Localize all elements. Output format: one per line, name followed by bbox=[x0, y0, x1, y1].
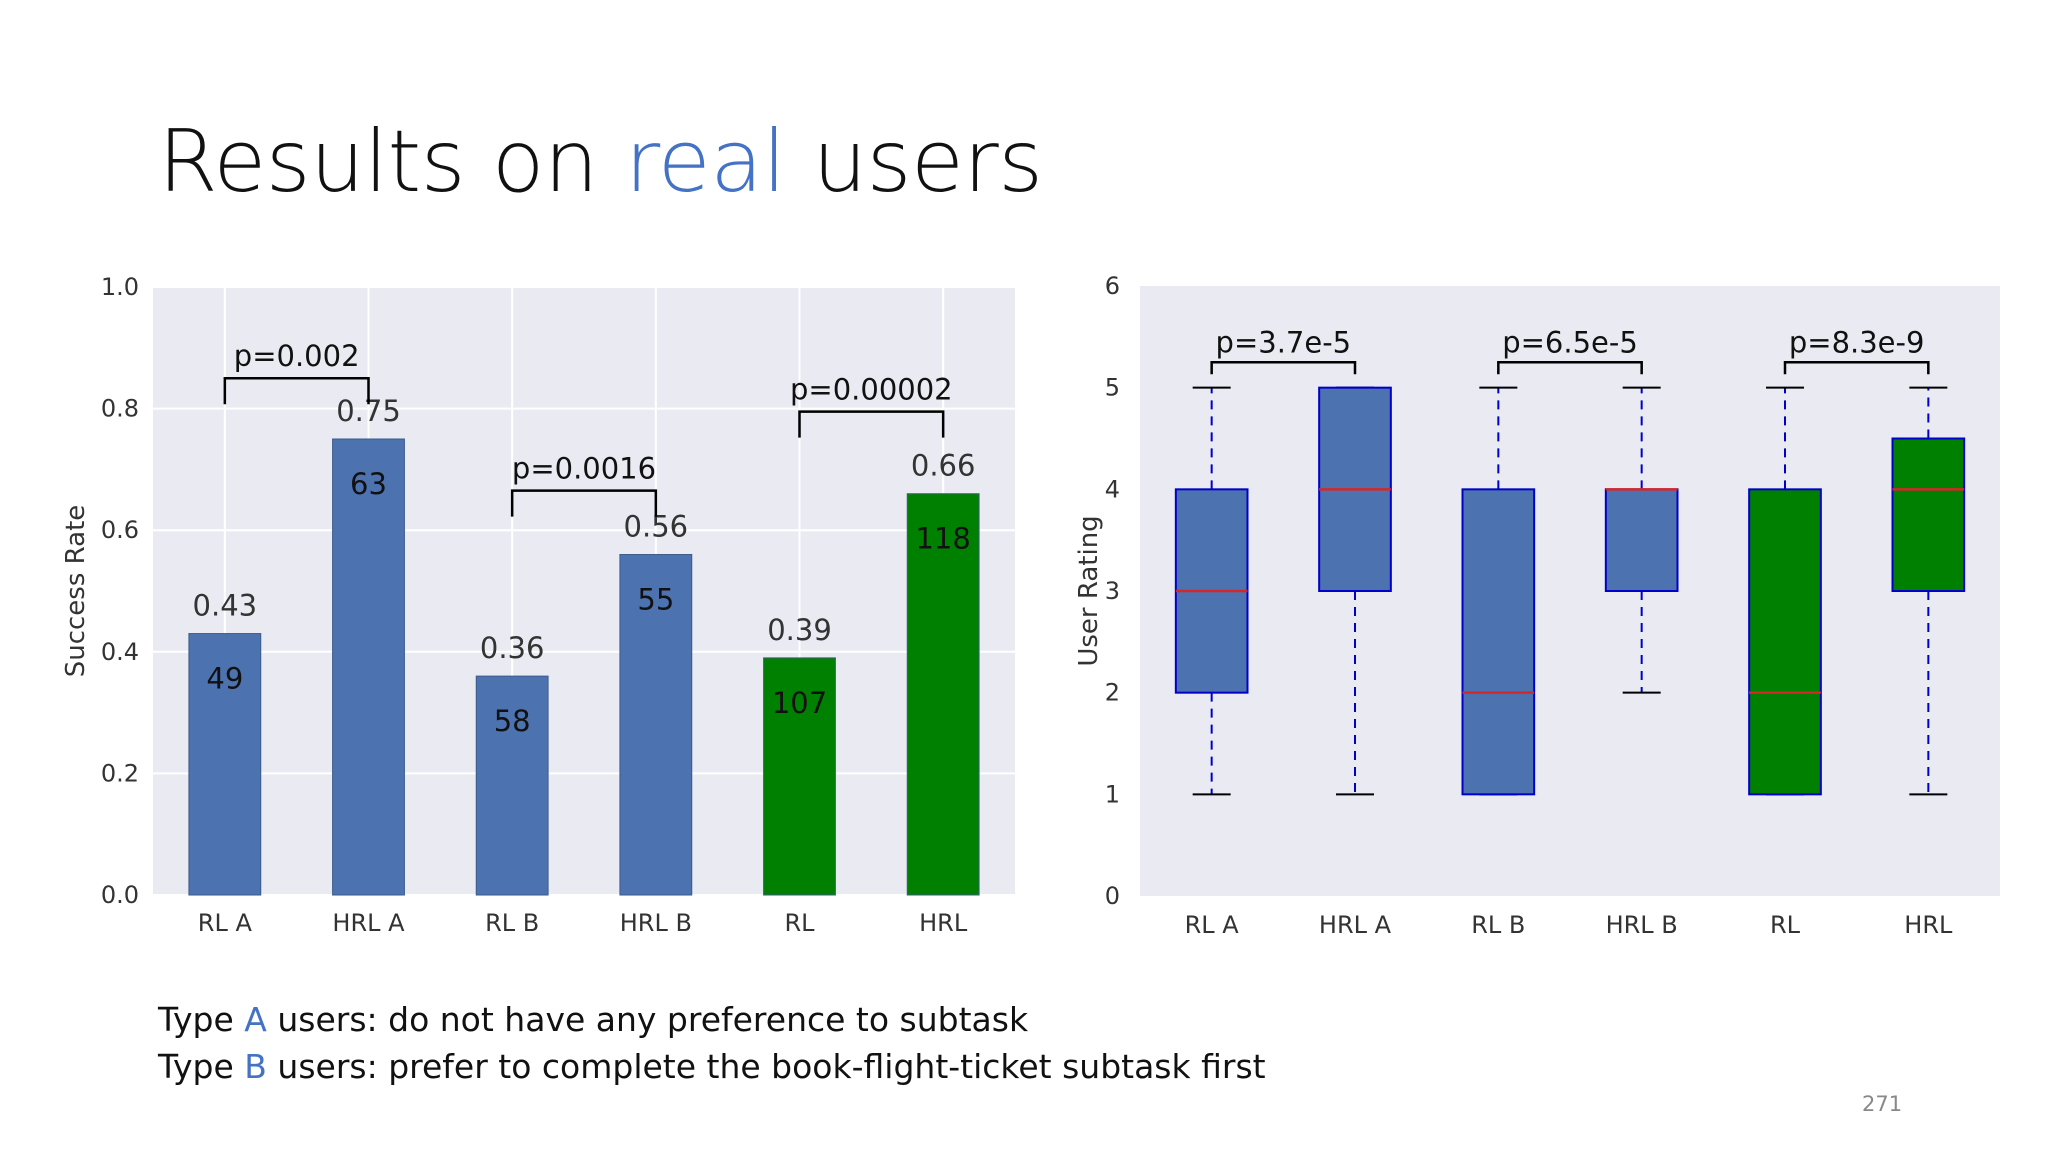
bar bbox=[906, 493, 980, 896]
notes: Type A users: do not have any preference… bbox=[158, 996, 1266, 1090]
title-pre: Results on bbox=[158, 112, 625, 212]
significance-bracket bbox=[510, 489, 658, 517]
y-tick-label: 0.6 bbox=[101, 516, 139, 544]
note-b-highlight: B bbox=[244, 1047, 267, 1086]
bar bbox=[763, 657, 836, 896]
y-tick-label: 0.4 bbox=[101, 638, 139, 666]
y-tick-label: 4 bbox=[1105, 475, 1120, 503]
significance-bracket bbox=[798, 410, 945, 438]
x-tick-label: HRL A bbox=[332, 909, 405, 937]
y-axis-label: Success Rate bbox=[61, 505, 91, 678]
x-tick-label: HRL B bbox=[620, 909, 692, 937]
y-tick-label: 3 bbox=[1105, 577, 1120, 605]
bar-value-label: 0.36 bbox=[480, 631, 545, 665]
p-value-label: p=8.3e-9 bbox=[1789, 325, 1925, 359]
box bbox=[1748, 488, 1822, 796]
bar-count-label: 58 bbox=[494, 704, 531, 738]
bar-count-label: 55 bbox=[637, 583, 674, 617]
p-value-label: p=6.5e-5 bbox=[1502, 325, 1638, 359]
note-a-highlight: A bbox=[244, 1000, 267, 1039]
x-tick-label: RL B bbox=[1471, 911, 1525, 939]
significance-bracket bbox=[223, 376, 370, 405]
bar-count-label: 63 bbox=[350, 467, 387, 501]
note-type-b: Type B users: prefer to complete the boo… bbox=[158, 1047, 1266, 1086]
bar-count-label: 118 bbox=[915, 522, 970, 556]
y-axis-label: User Rating bbox=[1074, 515, 1104, 666]
y-tick-label: 0.0 bbox=[101, 881, 139, 909]
title-highlight: real bbox=[624, 112, 786, 212]
p-value-label: p=0.002 bbox=[234, 339, 360, 373]
x-tick-label: RL A bbox=[1185, 911, 1240, 939]
x-tick-label: RL bbox=[784, 909, 815, 937]
x-tick-label: RL bbox=[1770, 911, 1801, 939]
y-tick-label: 2 bbox=[1105, 679, 1120, 707]
y-tick-label: 1.0 bbox=[101, 273, 139, 301]
x-tick-label: HRL bbox=[919, 909, 968, 937]
bar bbox=[188, 633, 262, 896]
bar bbox=[332, 438, 405, 896]
significance-bracket bbox=[1783, 361, 1930, 375]
y-tick-label: 0 bbox=[1105, 882, 1120, 910]
bar bbox=[475, 675, 549, 896]
bar bbox=[619, 554, 693, 896]
box bbox=[1891, 437, 1966, 592]
significance-bracket bbox=[1497, 361, 1643, 375]
user-rating-box-chart: 0 1 2 3 4 5 6 RL A HRL A RL B HRL B RL HRL p=3.7e-5 p=… bbox=[1074, 272, 2000, 939]
bar-value-label: 0.66 bbox=[911, 449, 976, 483]
box bbox=[1461, 488, 1536, 796]
page-number: 271 bbox=[1862, 1092, 1903, 1116]
y-tick-label: 5 bbox=[1105, 374, 1120, 402]
plot-background bbox=[1140, 286, 2000, 896]
title-post: users bbox=[785, 112, 1043, 212]
p-value-label: p=3.7e-5 bbox=[1216, 325, 1352, 359]
bar-count-label: 107 bbox=[772, 686, 827, 720]
y-tick-label: 1 bbox=[1105, 780, 1120, 808]
y-tick-label: 6 bbox=[1105, 272, 1120, 300]
y-tick-label: 0.8 bbox=[101, 395, 139, 423]
bar-value-label: 0.39 bbox=[767, 613, 832, 647]
x-tick-label: RL A bbox=[198, 909, 253, 937]
y-tick-label: 0.2 bbox=[101, 759, 139, 787]
x-tick-label: HRL B bbox=[1606, 911, 1678, 939]
x-tick-label: HRL bbox=[1904, 911, 1953, 939]
bar-count-label: 49 bbox=[206, 662, 243, 696]
p-value-label: p=0.0016 bbox=[512, 452, 656, 486]
x-tick-label: RL B bbox=[485, 909, 539, 937]
bar-value-label: 0.43 bbox=[193, 589, 258, 623]
box bbox=[1604, 488, 1679, 592]
x-tick-label: HRL A bbox=[1319, 911, 1392, 939]
plot-background bbox=[153, 287, 1015, 895]
note-type-a: Type A users: do not have any preference… bbox=[158, 1000, 1029, 1039]
significance-bracket bbox=[1210, 361, 1357, 375]
slide-title: Results on real users bbox=[158, 112, 1043, 212]
p-value-label: p=0.00002 bbox=[790, 373, 953, 407]
